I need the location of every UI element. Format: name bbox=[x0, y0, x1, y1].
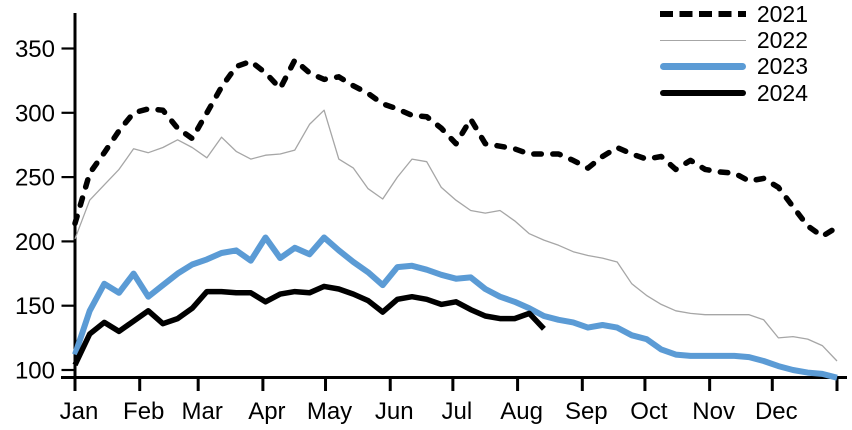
y-tick-label-250: 250 bbox=[15, 165, 55, 192]
x-tick-label-oct: Oct bbox=[630, 398, 668, 425]
x-tick-label-nov: Nov bbox=[692, 398, 735, 425]
legend-label-2022: 2022 bbox=[756, 27, 808, 54]
legend-item-2021: 2021 bbox=[659, 0, 808, 27]
legend-item-2022: 2022 bbox=[659, 27, 808, 54]
x-tick-label-jan: Jan bbox=[60, 398, 99, 425]
x-tick-label-feb: Feb bbox=[123, 398, 164, 425]
legend-label-2023: 2023 bbox=[756, 53, 808, 80]
x-tick-label-sep: Sep bbox=[565, 398, 608, 425]
x-tick-label-may: May bbox=[307, 398, 352, 425]
y-tick-label-200: 200 bbox=[15, 229, 55, 256]
chart-legend: 2021 2022 2023 2024 bbox=[659, 0, 808, 107]
legend-swatch-2023-blue-line bbox=[659, 63, 746, 71]
y-tick-label-150: 150 bbox=[15, 293, 55, 320]
y-tick-label-100: 100 bbox=[15, 358, 55, 385]
x-tick-label-dec: Dec bbox=[755, 398, 798, 425]
legend-swatch-2022-thin-gray-line bbox=[659, 39, 746, 42]
x-tick-label-apr: Apr bbox=[248, 398, 285, 425]
legend-item-2024: 2024 bbox=[659, 79, 808, 106]
legend-label-2024: 2024 bbox=[756, 79, 808, 106]
series-line-2024 bbox=[72, 283, 546, 367]
legend-swatch-2021-dashed-line bbox=[659, 11, 746, 17]
series-line-2023 bbox=[72, 234, 838, 381]
x-tick-label-jun: Jun bbox=[375, 398, 414, 425]
x-tick-label-jul: Jul bbox=[442, 398, 473, 425]
x-tick-label-aug: Aug bbox=[500, 398, 543, 425]
x-tick-label-mar: Mar bbox=[182, 398, 223, 425]
legend-item-2023: 2023 bbox=[659, 53, 808, 80]
series-line-2022 bbox=[74, 109, 838, 362]
series-line-2021 bbox=[72, 57, 840, 240]
y-tick-label-350: 350 bbox=[15, 36, 55, 63]
legend-swatch-2024-black-line bbox=[659, 90, 746, 97]
y-tick-label-300: 300 bbox=[15, 100, 55, 127]
legend-label-2021: 2021 bbox=[756, 0, 808, 27]
